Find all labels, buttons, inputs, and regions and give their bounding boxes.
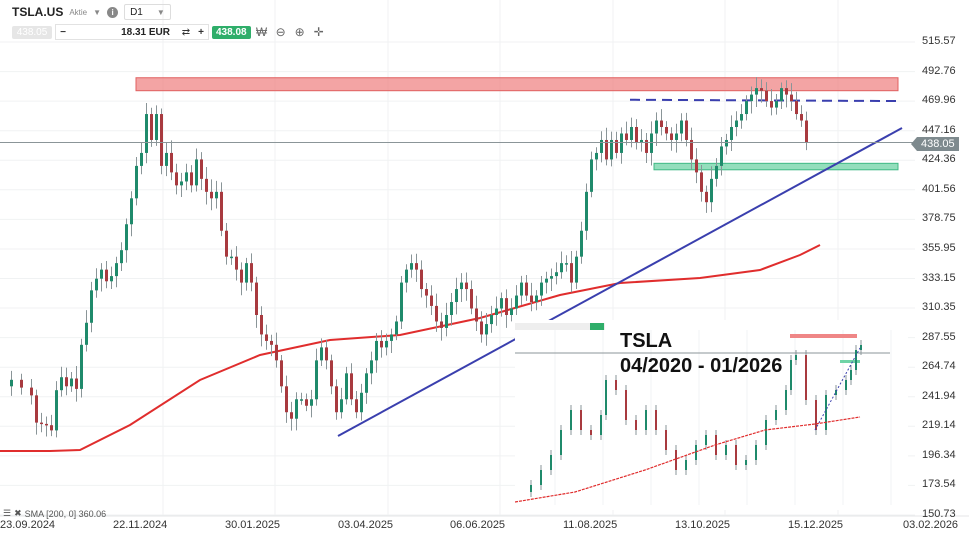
info-icon[interactable]: i xyxy=(107,6,119,18)
symbol-dropdown-icon[interactable]: ▼ xyxy=(93,7,102,17)
x-tick-label: 22.11.2024 xyxy=(113,519,168,531)
y-tick-label: 264.74 xyxy=(922,360,956,373)
y-tick-label: 378.75 xyxy=(922,212,956,225)
inset-title: TSLA xyxy=(620,330,673,352)
y-tick-label: 401.56 xyxy=(922,182,956,195)
x-tick-label: 11.08.2025 xyxy=(563,519,618,531)
y-tick-label: 196.34 xyxy=(922,448,956,461)
inset-chart xyxy=(515,320,908,510)
y-tick-label: 355.95 xyxy=(922,241,956,254)
buy-price-button[interactable]: 438.08 xyxy=(212,25,251,39)
y-tick-label: 219.14 xyxy=(922,419,956,432)
settings-icon[interactable]: ☰ xyxy=(3,508,12,518)
x-tick-label: 06.06.2025 xyxy=(450,519,506,531)
y-tick-label: 424.36 xyxy=(922,153,956,166)
close-icon[interactable]: ✖ xyxy=(14,508,22,518)
trade-toolbar: 438.05 − 18.31 EUR ⇄ + 438.08 ₩ ⊖ ⊕ ✛ xyxy=(12,24,327,40)
y-tick-label: 173.54 xyxy=(922,478,956,491)
y-tick-label: 469.96 xyxy=(922,94,956,107)
decrease-button[interactable]: − xyxy=(60,26,66,38)
indicator-icon[interactable]: ₩ xyxy=(255,25,268,39)
sma-legend-text: SMA [200, 0] 360.06 xyxy=(24,508,107,519)
x-tick-label: 30.01.2025 xyxy=(225,519,281,531)
y-tick-label: 515.57 xyxy=(922,35,956,47)
swap-icon[interactable]: ⇄ xyxy=(181,26,191,38)
sell-price-button[interactable]: 438.05 xyxy=(12,25,52,39)
y-tick-label: 333.15 xyxy=(922,271,956,284)
x-tick-label: 03.02.2026 xyxy=(903,519,959,531)
x-tick-label: 13.10.2025 xyxy=(675,519,731,531)
symbol-type-label: Aktie xyxy=(69,7,88,17)
zoom-in-icon[interactable]: ⊕ xyxy=(294,25,305,39)
chevron-down-icon: ▼ xyxy=(156,7,165,17)
increase-button[interactable]: + xyxy=(198,26,204,38)
symbol-label[interactable]: TSLA.US xyxy=(12,5,64,19)
zoom-out-icon[interactable]: ⊖ xyxy=(275,25,286,39)
chart-header: TSLA.US Aktie ▼ i D1 ▼ xyxy=(12,4,171,20)
timeframe-value: D1 xyxy=(130,6,143,18)
y-tick-label: 241.94 xyxy=(922,389,956,402)
y-tick-label: 492.76 xyxy=(922,64,956,77)
current-price-tag: 438.05 xyxy=(911,137,959,151)
y-tick-label: 150.73 xyxy=(922,508,956,520)
y-tick-label: 287.55 xyxy=(922,330,956,343)
x-tick-label: 15.12.2025 xyxy=(788,519,844,531)
y-tick-label: 310.35 xyxy=(922,301,956,314)
x-tick-label: 23.09.2024 xyxy=(0,519,56,531)
sma-legend: ☰ ✖ SMA [200, 0] 360.06 xyxy=(3,508,106,519)
quantity-input[interactable]: 18.31 EUR xyxy=(121,26,170,38)
quantity-stepper[interactable]: − 18.31 EUR ⇄ + xyxy=(55,24,209,40)
timeframe-select[interactable]: D1 ▼ xyxy=(124,4,171,20)
inset-range: 04/2020 - 01/2026 xyxy=(620,355,783,377)
crosshair-icon[interactable]: ✛ xyxy=(313,25,324,39)
x-tick-label: 03.04.2025 xyxy=(338,519,394,531)
inset-chart-plot xyxy=(515,323,892,505)
y-tick-label: 447.16 xyxy=(922,123,956,136)
